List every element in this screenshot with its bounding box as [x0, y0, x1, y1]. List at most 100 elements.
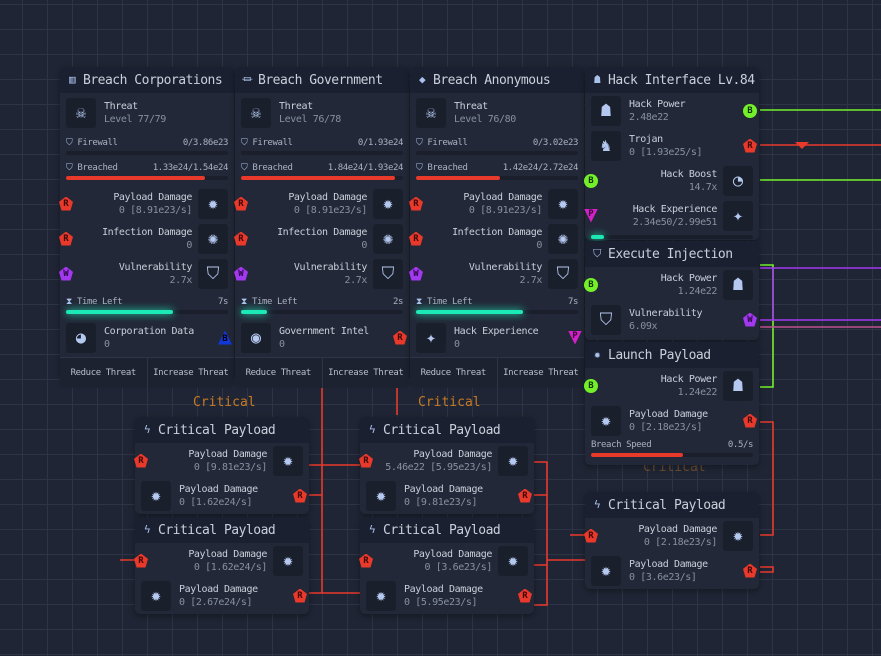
port-G-icon[interactable]: B [743, 103, 757, 118]
row-value: 0 [2.18e23/s] [629, 421, 703, 433]
port-R-icon[interactable]: R [59, 231, 73, 246]
burst-icon: ✹ [498, 445, 528, 476]
firewall: ⛉ Firewall 0/3.86e23 [60, 136, 234, 149]
port-G-icon[interactable]: B [584, 277, 598, 292]
node-header[interactable]: ⏛ Breach Government [235, 67, 409, 93]
node-header[interactable]: ⛉ Execute Injection [585, 241, 759, 267]
breached-value: 1.84e24/1.93e24 [327, 162, 404, 173]
port-W-icon[interactable]: W [59, 266, 73, 281]
shield-icon: ⛉ [241, 137, 253, 148]
port-R-icon[interactable]: R [743, 563, 757, 578]
launch-payload-node: ✹ Launch Payload Hack Power 1.24e22 ☗ B ✹ Paylo… [584, 342, 759, 465]
port-R-icon[interactable]: R [134, 553, 148, 568]
increase-threat-button[interactable]: Increase Threat [321, 358, 410, 388]
node-title: Critical Payload [158, 522, 276, 538]
row-value: 0 [8.91e23/s] [468, 204, 542, 216]
node-header[interactable]: ϟ Critical Payload [360, 417, 534, 443]
stat-row: Vulnerability 2.7x ⛉ W [409, 256, 584, 291]
port-R-icon[interactable]: R [359, 453, 373, 468]
output-row: ◕ Corporation Data 0 B [60, 320, 234, 355]
port-R-icon[interactable]: R [518, 588, 532, 603]
port-R-icon[interactable]: R [518, 488, 532, 503]
node-header[interactable]: ϟ Critical Payload [135, 417, 309, 443]
critical-payload-node: ϟ Critical Payload Payload Damage 5.46e22 [… [359, 417, 534, 514]
row-label: Payload Damage [413, 448, 492, 460]
node-title: Breach Corporations [83, 72, 223, 88]
reduce-threat-button[interactable]: Reduce Threat [420, 368, 487, 378]
port-R-icon[interactable]: R [293, 588, 307, 603]
node-title: Critical Payload [383, 522, 501, 538]
row-label: Hack Experience [632, 203, 718, 215]
eye-icon: ◉ [241, 322, 271, 353]
node-header[interactable]: ✹ Launch Payload [585, 342, 759, 368]
breached: ⛉ Breached 1.84e24/1.93e24 [235, 161, 409, 174]
skull-icon: ☠ [416, 97, 446, 128]
port-R-icon[interactable]: R [293, 488, 307, 503]
node-header[interactable]: ◆ Breach Anonymous [410, 67, 584, 93]
shield-icon: ⛉ [591, 304, 621, 335]
port-R-icon[interactable]: R [409, 231, 423, 246]
row-label: Corporation Data [104, 325, 194, 337]
time-left-label: Time Left [76, 296, 123, 307]
node-header[interactable]: ϟ Critical Payload [585, 492, 759, 518]
shield-icon: ⛉ [66, 137, 78, 148]
execute-injection-node: ⛉ Execute Injection Hack Power 1.24e22 ☗ B ⛉ Vu… [584, 241, 759, 340]
increase-threat-button[interactable]: Increase Threat [146, 358, 235, 388]
group-label: Critical [193, 395, 256, 410]
breach-node: ◆ Breach Anonymous ☠ Threat Level 76/80 ⛉ Fir… [409, 67, 584, 388]
node-header[interactable]: ▥ Breach Corporations [60, 67, 234, 93]
port-W-icon[interactable]: W [234, 266, 248, 281]
port-R-icon[interactable]: R [393, 330, 407, 345]
shield-icon: ⛉ [548, 258, 578, 289]
row-label: Vulnerability [293, 261, 367, 273]
pie-chart-icon: ◕ [66, 322, 96, 353]
breached-bar [66, 176, 228, 180]
row-value: 0 [104, 338, 110, 350]
wire-marker [795, 142, 809, 149]
port-R-icon[interactable]: R [59, 196, 73, 211]
port-R-icon[interactable]: R [743, 413, 757, 428]
port-G-icon[interactable]: B [584, 173, 598, 188]
port-R-icon[interactable]: R [234, 196, 248, 211]
output-row: ◉ Government Intel 0 R [235, 320, 409, 355]
node-title: Breach Government [258, 72, 383, 88]
reduce-threat-button[interactable]: Reduce Threat [70, 368, 137, 378]
row-value: 0 [279, 338, 285, 350]
port-R-icon[interactable]: R [359, 553, 373, 568]
critical-payload-node: ϟ Critical Payload Payload Damage 0 [9.81e2… [134, 417, 309, 514]
stat-row: Vulnerability 2.7x ⛉ W [59, 256, 234, 291]
port-R-icon[interactable]: R [743, 138, 757, 153]
row-label: Payload Damage [629, 408, 708, 420]
row-label: Hack Power [660, 272, 718, 284]
burst-icon: ✹ [723, 520, 753, 551]
bolt-icon: ϟ [368, 523, 376, 536]
node-header[interactable]: ϟ Critical Payload [360, 517, 534, 543]
row-label: Payload Damage [404, 583, 483, 595]
stat-row: Hack Boost 14.7x ◔ B [584, 163, 759, 198]
row-label: Payload Damage [179, 483, 258, 495]
critical-payload-node: ϟ Critical Payload Payload Damage 0 [3.6e23… [359, 517, 534, 614]
node-header[interactable]: ϟ Critical Payload [135, 517, 309, 543]
reduce-threat-button[interactable]: Reduce Threat [245, 368, 312, 378]
port-W-icon[interactable]: W [409, 266, 423, 281]
time-left: ⧗ Time Left 7s [410, 295, 584, 308]
port-G-icon[interactable]: B [584, 378, 598, 393]
bolt-icon: ϟ [143, 523, 151, 536]
row-value: 0 [9.81e23/s] [193, 461, 267, 473]
payload-output-row: ✹ Payload Damage 0 [5.95e23/s] R [360, 578, 534, 613]
breached-label: Breached [77, 162, 118, 173]
port-R-icon[interactable]: R [409, 196, 423, 211]
increase-threat-button[interactable]: Increase Threat [496, 358, 585, 388]
shield-icon: ⛉ [416, 137, 428, 148]
breached-value: 1.42e24/2.72e24 [502, 162, 579, 173]
port-R-icon[interactable]: R [584, 528, 598, 543]
row-value: 0 [8.91e23/s] [118, 204, 192, 216]
row-value: 0 [8.91e23/s] [293, 204, 367, 216]
port-R-icon[interactable]: R [134, 453, 148, 468]
breach-node: ▥ Breach Corporations ☠ Threat Level 77/79 ⛉ … [59, 67, 234, 388]
port-R-icon[interactable]: R [234, 231, 248, 246]
port-W-icon[interactable]: W [743, 312, 757, 327]
node-header[interactable]: ☗ Hack Interface Lv.84 [585, 67, 759, 93]
breached-label: Breached [427, 162, 468, 173]
row-label: Payload Damage [113, 191, 192, 203]
